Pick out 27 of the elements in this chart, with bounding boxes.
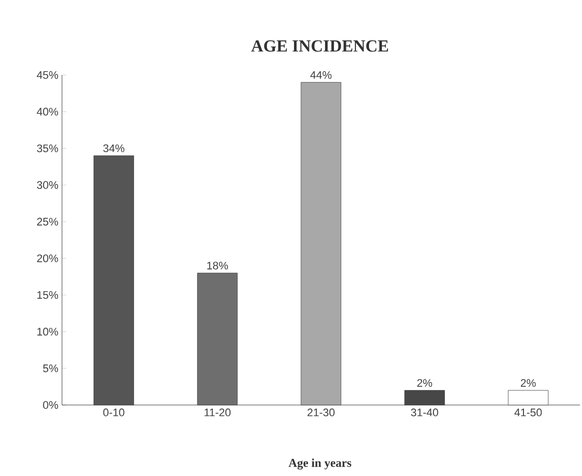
- bar: [197, 272, 238, 406]
- data-label: 18%: [207, 262, 228, 270]
- x-tick-label: 41-50: [514, 408, 542, 416]
- data-label: 2%: [417, 379, 432, 387]
- data-label: 34%: [103, 144, 124, 152]
- bar: [300, 82, 342, 406]
- y-tick-label: 20%: [37, 254, 58, 262]
- y-tick-label: 30%: [36, 181, 58, 189]
- y-tick-label: 10%: [37, 328, 58, 336]
- chart-title: AGE INCIDENCE: [251, 40, 388, 52]
- y-tick-label: 35%: [36, 144, 58, 152]
- y-tick-label: 5%: [43, 364, 58, 372]
- bar: [94, 155, 134, 406]
- x-tick-label: 11-20: [204, 408, 231, 416]
- x-tick-label: 21-30: [308, 408, 335, 416]
- x-axis-title: Age in years: [288, 458, 352, 470]
- data-label: 44%: [310, 71, 332, 79]
- x-tick-label: 31-40: [411, 408, 438, 416]
- data-label: 2%: [520, 379, 536, 387]
- y-tick-label: 40%: [36, 108, 58, 116]
- x-tick-label: 0-10: [103, 408, 124, 416]
- y-tick-label: 25%: [37, 218, 58, 226]
- bar: [508, 390, 548, 406]
- bar: [404, 390, 445, 406]
- y-tick-label: 45%: [36, 71, 58, 79]
- y-tick-label: 15%: [37, 291, 58, 299]
- y-tick-label: 0%: [43, 401, 58, 409]
